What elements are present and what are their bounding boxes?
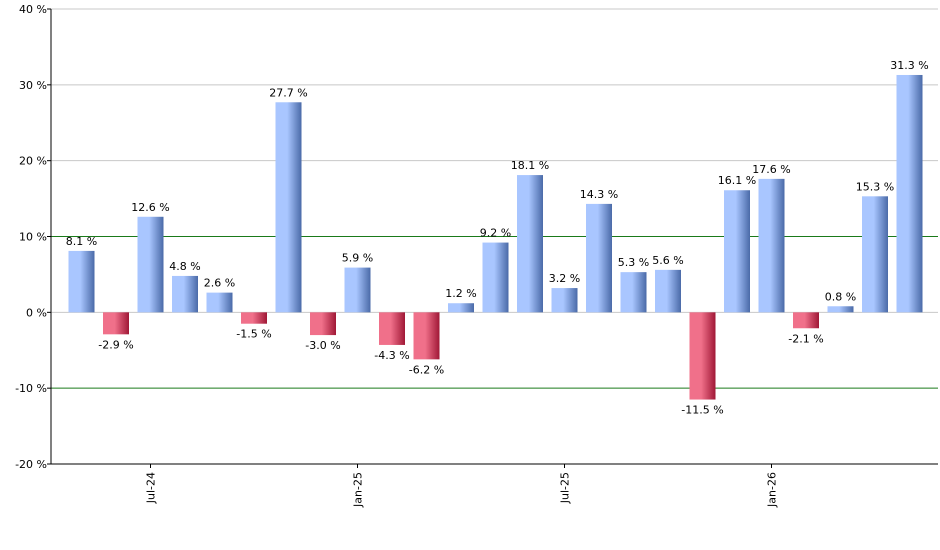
- bar: [551, 288, 578, 313]
- bar: [896, 74, 923, 313]
- data-label: -3.0 %: [305, 339, 340, 352]
- data-label: 4.8 %: [169, 260, 200, 273]
- data-label: 0.8 %: [825, 290, 856, 303]
- x-tick-label: Jul-25: [559, 472, 572, 504]
- bar: [448, 303, 474, 313]
- bar: [482, 242, 509, 313]
- data-label: 18.1 %: [511, 159, 549, 172]
- data-label: 2.6 %: [204, 277, 235, 290]
- bar: [862, 196, 888, 313]
- bar: [413, 312, 440, 360]
- data-label: 5.9 %: [342, 252, 373, 265]
- data-label: 5.3 %: [618, 256, 649, 269]
- data-label: -4.3 %: [374, 349, 409, 362]
- bar: [586, 203, 612, 313]
- data-label: 12.6 %: [131, 201, 169, 214]
- bar: [517, 175, 543, 313]
- data-label: 16.1 %: [718, 174, 756, 187]
- bar: [103, 312, 129, 335]
- y-tick-label: -10 %: [15, 382, 47, 395]
- data-label: 1.2 %: [445, 287, 476, 300]
- data-label: 5.6 %: [652, 254, 683, 267]
- data-label: 31.3 %: [890, 59, 928, 72]
- bar: [310, 312, 336, 336]
- data-label: 17.6 %: [752, 163, 790, 176]
- data-label: -6.2 %: [409, 363, 444, 376]
- data-label: -11.5 %: [681, 404, 723, 417]
- bar: [655, 269, 681, 313]
- data-label: 9.2 %: [480, 227, 511, 240]
- data-label: -1.5 %: [236, 328, 271, 341]
- bar: [68, 250, 95, 313]
- bar: [275, 102, 302, 313]
- bars-layer: [68, 74, 923, 400]
- bar: [379, 312, 405, 345]
- y-tick-label: 30 %: [19, 79, 47, 92]
- x-tick-label: Jan-26: [766, 472, 779, 508]
- bar: [620, 272, 647, 313]
- y-tick-label: 40 %: [19, 3, 47, 16]
- bar: [689, 312, 716, 400]
- bar: [793, 312, 819, 329]
- data-label: 8.1 %: [66, 235, 97, 248]
- data-label: 3.2 %: [549, 272, 580, 285]
- x-tick-label: Jan-25: [352, 472, 365, 508]
- bar: [724, 190, 750, 313]
- bar: [137, 216, 164, 313]
- y-tick-label: 20 %: [19, 155, 47, 168]
- bar: [827, 306, 854, 313]
- y-tick-label: 10 %: [19, 231, 47, 244]
- data-label: 15.3 %: [856, 180, 894, 193]
- y-tick-label: 0 %: [26, 306, 47, 319]
- bar: [172, 275, 198, 313]
- data-label: 27.7 %: [269, 86, 307, 99]
- data-label: -2.9 %: [98, 338, 133, 351]
- bar: [758, 178, 785, 313]
- axis-layer: -20 % -10 % 0 % 10 % 20 % 30 % 40 % Jul-24 Jan-2…: [15, 3, 938, 508]
- x-tick-label: Jul-24: [145, 472, 158, 504]
- labels-layer: 8.1 % -2.9 % 12.6 % 4.8 % 2.6 % -1.5 % 27.7 % -…: [66, 59, 929, 417]
- data-label: -2.1 %: [788, 332, 823, 345]
- bar: [344, 267, 371, 313]
- y-tick-label: -20 %: [15, 458, 47, 471]
- bar: [241, 312, 267, 324]
- data-label: 14.3 %: [580, 188, 618, 201]
- bar: [206, 292, 233, 313]
